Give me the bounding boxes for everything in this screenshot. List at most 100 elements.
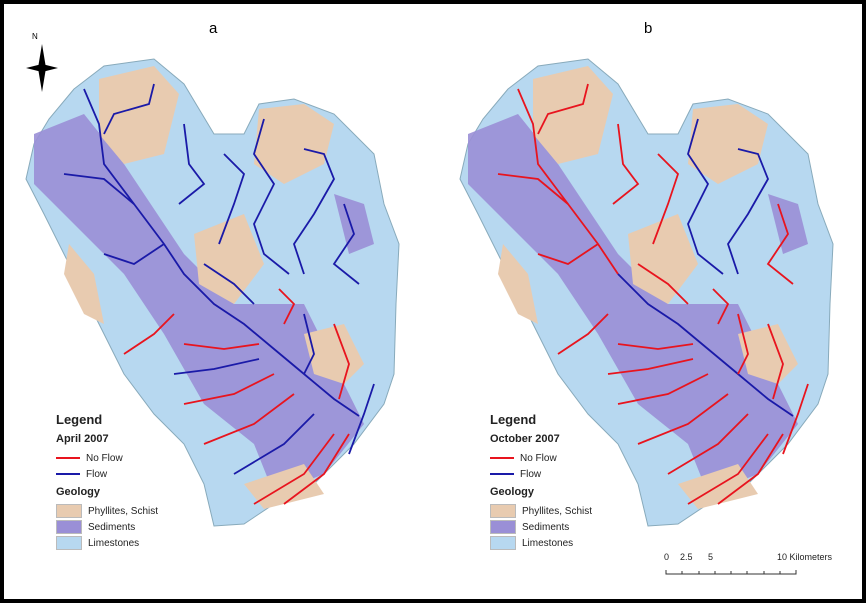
stream-no-flow (497, 173, 569, 205)
north-arrow-icon (26, 64, 58, 72)
stream-no-flow (333, 323, 350, 400)
no-flow-swatch (56, 457, 80, 459)
sediments-area (334, 194, 374, 254)
legend-period: October 2007 (490, 433, 560, 445)
stream-no-flow (637, 263, 689, 305)
stream-no-flow (712, 288, 730, 325)
legend-period: April 2007 (56, 433, 109, 445)
phyllites-area (738, 324, 798, 384)
stream-no-flow (766, 203, 794, 285)
no-flow-swatch (490, 457, 514, 459)
flow-swatch (490, 473, 514, 475)
legend-geology-title: Geology (56, 486, 101, 498)
phyllites-area (304, 324, 364, 384)
stream-flow (203, 263, 255, 305)
scale-tick-0: 0 (664, 552, 670, 562)
stream-flow (617, 273, 794, 417)
stream-no-flow (717, 433, 784, 505)
scale-bar-line (665, 570, 797, 575)
phyllites-area (498, 244, 538, 324)
sediments-area (768, 194, 808, 254)
legend-geology-title: Geology (490, 486, 535, 498)
stream-flow (293, 148, 335, 275)
legend-limestones: Limestones (88, 537, 140, 549)
stream-flow (63, 173, 135, 205)
map-panel-a (25, 58, 400, 527)
panel-label-a: a (209, 20, 218, 37)
phyllites-area (254, 104, 334, 184)
legend-phyllites: Phyllites, Schist (522, 505, 593, 517)
sediments-area (34, 114, 364, 494)
sediments-swatch (490, 520, 516, 534)
legend-title: Legend (490, 412, 537, 427)
limestones-swatch (490, 536, 516, 550)
stream-no-flow (612, 123, 640, 205)
legend-limestones: Limestones (522, 537, 574, 549)
stream-no-flow (737, 313, 749, 375)
stream-no-flow (183, 373, 275, 405)
scale-tick-5: 5 (708, 552, 714, 562)
stream-flow (348, 383, 375, 455)
limestones-swatch (56, 536, 82, 550)
phyllites-area (194, 214, 264, 304)
north-label: N (32, 32, 38, 41)
stream-flow (303, 313, 315, 375)
phyllites-area (628, 214, 698, 304)
phyllites-swatch (56, 504, 82, 518)
stream-flow (103, 243, 165, 265)
scale-tick-10: 10 Kilometers (777, 552, 833, 562)
stream-flow (173, 358, 260, 375)
panel-label-b: b (644, 20, 653, 37)
map-canvas (25, 44, 834, 575)
stream-no-flow (517, 88, 619, 275)
phyllites-area (99, 66, 179, 164)
stream-flow (218, 153, 246, 245)
stream-no-flow (537, 243, 599, 265)
stream-no-flow (652, 153, 680, 245)
legend-flow: Flow (86, 468, 108, 480)
legend-sediments: Sediments (522, 521, 570, 533)
stream-no-flow (203, 393, 295, 445)
stream-no-flow (607, 358, 694, 375)
stream-no-flow (278, 288, 296, 325)
legend-b: Legend October 2007 No Flow Flow Geology… (490, 412, 592, 551)
stream-no-flow (557, 313, 609, 355)
stream-flow (233, 413, 315, 475)
legend-flow: Flow (520, 468, 542, 480)
stream-no-flow (782, 383, 809, 455)
stream-flow (332, 203, 360, 285)
stream-no-flow (667, 413, 749, 475)
legend-a: Legend April 2007 No Flow Flow Geology P… (56, 412, 158, 551)
phyllites-area (64, 244, 104, 324)
stream-no-flow (537, 83, 589, 135)
legend-no-flow: No Flow (520, 452, 557, 464)
stream-flow (727, 148, 769, 275)
phyllites-area (688, 104, 768, 184)
legend-title: Legend (56, 412, 103, 427)
sediments-swatch (56, 520, 82, 534)
stream-no-flow (123, 313, 175, 355)
stream-no-flow (617, 343, 694, 350)
stream-no-flow (687, 433, 769, 505)
phyllites-swatch (490, 504, 516, 518)
sediments-area (468, 114, 798, 494)
stream-flow (687, 118, 724, 275)
scale-tick-2.5: 2.5 (680, 552, 693, 562)
stream-flow (178, 123, 206, 205)
legend-sediments: Sediments (88, 521, 136, 533)
phyllites-area (533, 66, 613, 164)
stream-flow (103, 83, 155, 135)
stream-no-flow (283, 433, 350, 505)
stream-no-flow (617, 373, 709, 405)
stream-no-flow (767, 323, 784, 400)
stream-flow (83, 88, 360, 417)
stream-no-flow (183, 343, 260, 350)
legend-no-flow: No Flow (86, 452, 123, 464)
stream-no-flow (253, 433, 335, 505)
flow-swatch (56, 473, 80, 475)
stream-flow (253, 118, 290, 275)
legend-phyllites: Phyllites, Schist (88, 505, 159, 517)
stream-no-flow (637, 393, 729, 445)
map-panel-b (459, 58, 834, 527)
